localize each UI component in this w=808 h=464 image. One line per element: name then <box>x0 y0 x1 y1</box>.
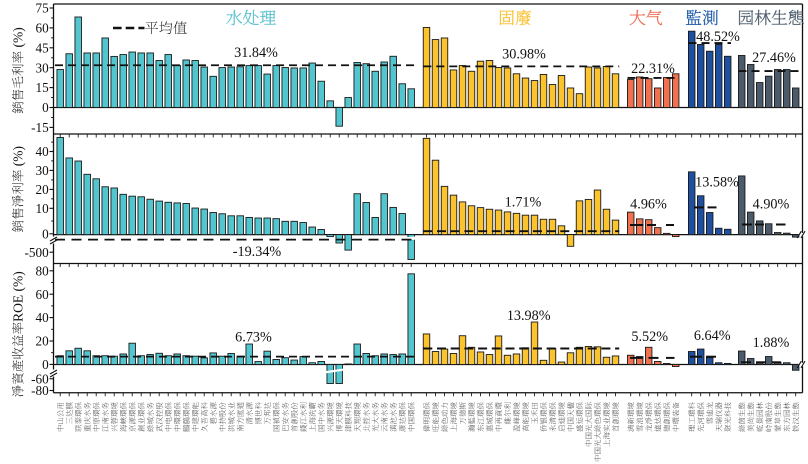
svg-text:ROE (%): ROE (%) <box>11 271 26 322</box>
svg-text:(%): (%) <box>11 27 26 51</box>
svg-text:40: 40 <box>36 310 50 325</box>
svg-text:80: 80 <box>36 263 50 278</box>
svg-text:60: 60 <box>36 287 50 302</box>
svg-text:20: 20 <box>36 182 50 197</box>
svg-text:6.64%: 6.64% <box>694 328 731 344</box>
svg-text:31.84%: 31.84% <box>234 45 278 61</box>
svg-text:30: 30 <box>36 163 50 178</box>
svg-text:-80: -80 <box>31 383 49 398</box>
svg-text:48.52%: 48.52% <box>696 29 740 45</box>
svg-text:4.96%: 4.96% <box>630 196 667 212</box>
svg-text:-15: -15 <box>31 120 49 135</box>
svg-text:-500: -500 <box>25 245 50 260</box>
svg-text:13.58%: 13.58% <box>695 174 739 190</box>
svg-text:4.90%: 4.90% <box>753 196 790 212</box>
svg-text:1.71%: 1.71% <box>505 194 542 210</box>
svg-text:45: 45 <box>36 40 50 55</box>
svg-text:1.88%: 1.88% <box>753 335 790 351</box>
svg-text:-60: -60 <box>31 371 49 386</box>
svg-text:60: 60 <box>36 21 50 36</box>
svg-text:75: 75 <box>36 1 50 16</box>
svg-text:30: 30 <box>36 60 50 75</box>
svg-text:27.46%: 27.46% <box>752 50 796 66</box>
svg-text:0: 0 <box>42 100 49 115</box>
svg-text:20: 20 <box>36 334 50 349</box>
svg-text:22.31%: 22.31% <box>631 61 675 77</box>
svg-text:-19.34%: -19.34% <box>233 244 282 260</box>
svg-text:40: 40 <box>36 144 50 159</box>
svg-text:6.73%: 6.73% <box>235 329 272 345</box>
svg-text:5.52%: 5.52% <box>631 329 668 345</box>
svg-text:13.98%: 13.98% <box>507 308 551 324</box>
svg-text:0: 0 <box>42 357 49 372</box>
svg-text:0: 0 <box>42 226 49 241</box>
svg-text:15: 15 <box>36 80 50 95</box>
svg-text:(%): (%) <box>11 146 26 170</box>
svg-text:30.98%: 30.98% <box>502 47 546 63</box>
svg-text:10: 10 <box>36 201 50 216</box>
